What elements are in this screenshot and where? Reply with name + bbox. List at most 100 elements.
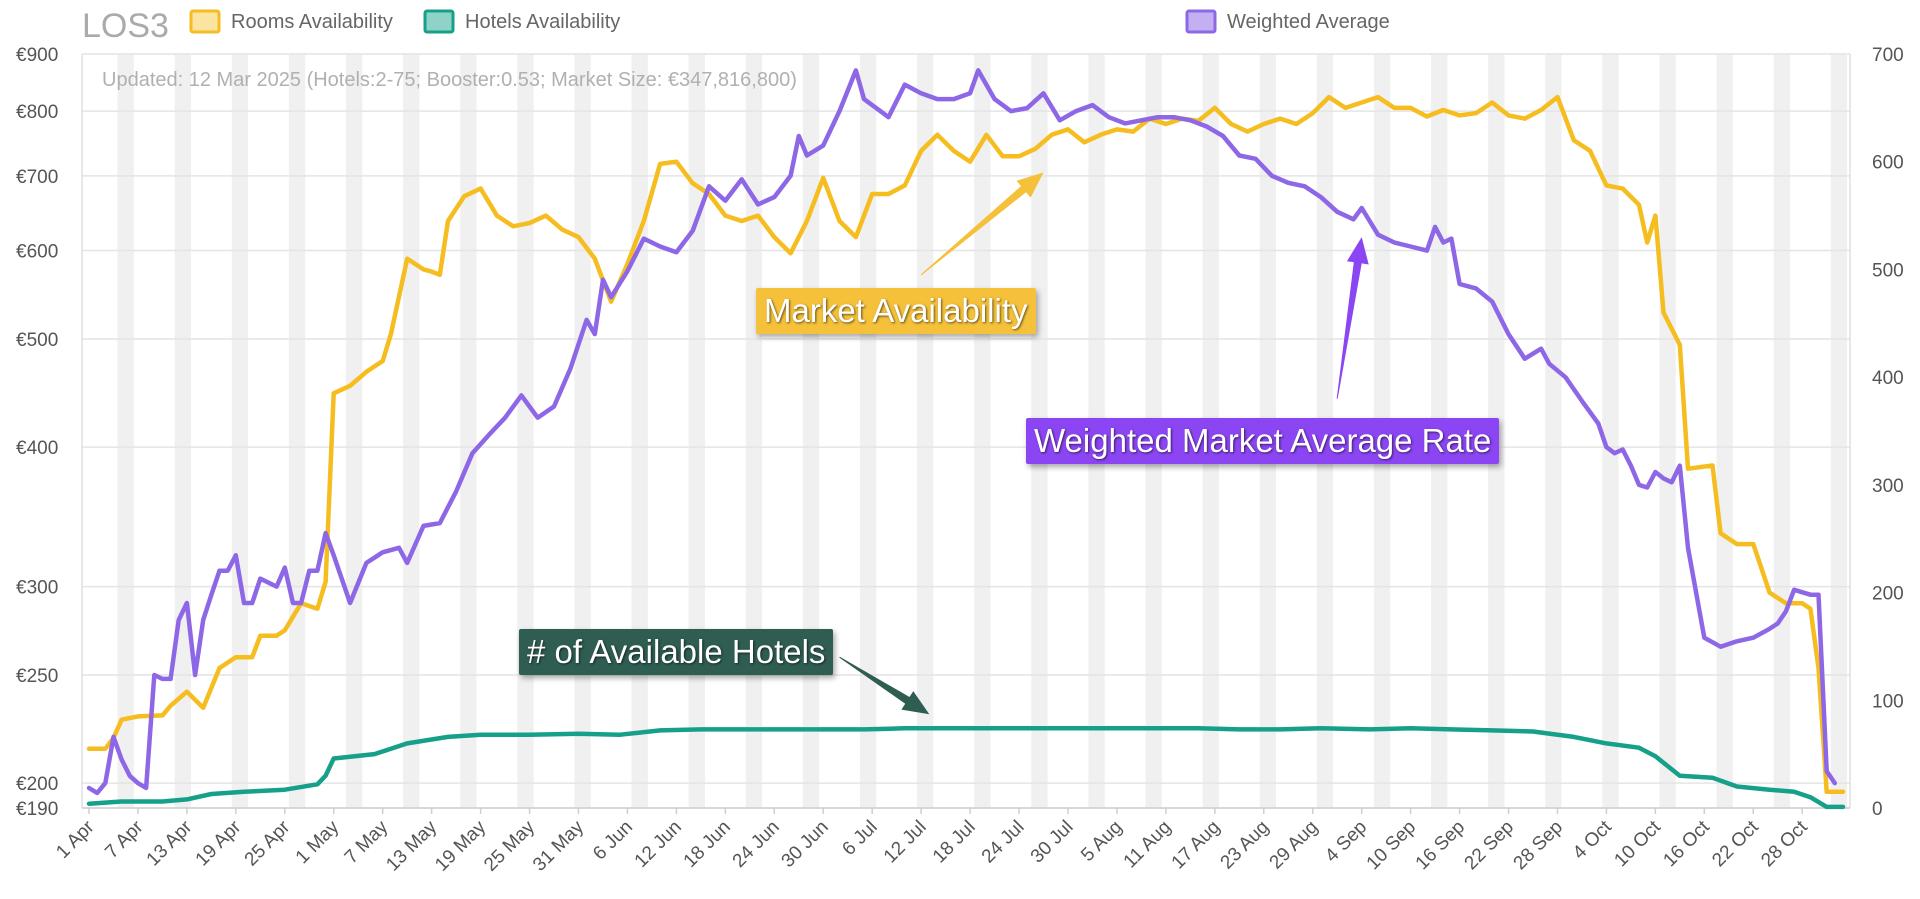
weekend-band: [1602, 54, 1619, 808]
y-right-tick-label: 0: [1872, 799, 1883, 820]
x-tick-label: 10 Oct: [1610, 816, 1665, 871]
x-tick-label: 12 Jun: [631, 817, 686, 872]
weekend-band: [117, 54, 134, 808]
y-right-tick-label: 600: [1872, 153, 1904, 174]
legend: Rooms Availability Hotels Availability W…: [189, 9, 1390, 34]
y-left-tick-label: €500: [16, 330, 58, 351]
x-tick-label: 11 Aug: [1120, 817, 1176, 873]
y-left-tick-label: €250: [16, 666, 58, 687]
x-tick-label: 18 Jun: [680, 817, 735, 872]
legend-label-rooms: Rooms Availability: [231, 11, 393, 33]
weekend-band: [345, 54, 363, 808]
x-tick-label: 6 Jul: [838, 817, 881, 860]
x-tick-label: 31 May: [529, 816, 588, 875]
legend-swatch-weighted: [1185, 9, 1217, 34]
legend-label-hotels: Hotels Availability: [465, 11, 620, 33]
y-left-tick-label: €700: [16, 167, 58, 188]
grid-lines: [81, 53, 1851, 809]
y-right-tick-label: 700: [1872, 45, 1904, 66]
x-tick-label: 16 Oct: [1659, 816, 1714, 871]
chart-title: LOS3: [82, 7, 169, 45]
annotation-arrow: [839, 656, 930, 715]
legend-swatch-hotels: [423, 9, 455, 34]
weekend-band: [1659, 54, 1676, 808]
weekend-band: [1716, 54, 1733, 808]
weekend-band: [1773, 54, 1790, 808]
y-left-tick-label: €200: [16, 774, 58, 795]
weekend-band: [231, 54, 249, 808]
x-tick-label: 25 Apr: [241, 816, 295, 870]
x-tick-label: 13 Apr: [143, 816, 197, 870]
x-tick-label: 28 Oct: [1757, 816, 1812, 871]
weekend-band: [403, 54, 420, 808]
weekend-band: [802, 54, 820, 808]
weekend-band: [917, 54, 934, 808]
y-left-tick-label: €300: [16, 578, 58, 599]
x-tick-label: 12 Jul: [880, 817, 931, 868]
x-tick-label: 29 Aug: [1266, 817, 1323, 874]
y-right-tick-label: 300: [1872, 476, 1904, 497]
y-right-tick-label: 200: [1872, 584, 1904, 605]
annotation-weighted-market-average-rate: Weighted Market Average Rate: [1026, 418, 1500, 464]
y-left-tick-label: €400: [16, 438, 58, 459]
weekend-band: [688, 54, 705, 808]
chart-subtitle: Updated: 12 Mar 2025 (Hotels:2-75; Boost…: [102, 69, 797, 91]
x-tick-label: 28 Sep: [1510, 817, 1567, 874]
x-tick-label: 16 Sep: [1412, 817, 1469, 874]
x-tick-label: 23 Aug: [1217, 817, 1274, 874]
x-tick-label: 7 Apr: [101, 816, 148, 863]
weekend-band: [460, 54, 477, 808]
annotation-market-availability: Market Availability: [756, 288, 1036, 334]
y-right-tick-label: 100: [1872, 691, 1904, 712]
y-left-tick-label: €190: [16, 799, 58, 820]
weekend-band: [745, 54, 763, 808]
legend-item-hotels-availability[interactable]: Hotels Availability: [423, 9, 620, 34]
x-tick-label: 25 May: [480, 816, 539, 875]
series-line-rooms-availability: [86, 94, 1846, 795]
weekend-band: [631, 54, 648, 808]
legend-label-weighted: Weighted Average: [1227, 11, 1390, 33]
weekend-band: [974, 54, 991, 808]
x-tick-label: 24 Jun: [729, 817, 784, 872]
x-tick-label: 13 May: [382, 816, 441, 875]
y-axis-right: 700 600 500 400 300 200 100 0: [1872, 45, 1904, 820]
weekend-band: [574, 54, 591, 808]
y-left-tick-label: €600: [16, 242, 58, 263]
series-line-weighted-average: [86, 68, 1838, 796]
series-lines: [86, 68, 1846, 810]
x-tick-label: 1 May: [292, 816, 344, 868]
x-tick-label: 24 Jul: [978, 817, 1029, 868]
x-tick-label: 30 Jul: [1027, 817, 1078, 868]
x-tick-label: 5 Aug: [1077, 817, 1126, 866]
x-tick-label: 10 Sep: [1363, 817, 1420, 874]
x-tick-label: 22 Oct: [1708, 816, 1763, 871]
x-tick-label: 22 Sep: [1461, 817, 1518, 874]
x-tick-label: 1 Apr: [52, 816, 99, 863]
legend-item-weighted-average[interactable]: Weighted Average: [1185, 9, 1390, 34]
weekend-bands: [117, 54, 1848, 808]
y-right-tick-label: 500: [1872, 260, 1904, 281]
y-axis-left: €900 €800 €700 €600 €500 €400 €300 €250 €200 €190: [16, 45, 58, 820]
series-line-hotels-availability: [86, 726, 1846, 810]
y-right-tick-label: 400: [1872, 368, 1904, 389]
weekend-band: [859, 54, 877, 808]
legend-item-rooms-availability[interactable]: Rooms Availability: [189, 9, 393, 34]
weekend-band: [1830, 54, 1848, 808]
x-tick-label: 30 Jun: [778, 817, 833, 872]
annotation-arrows: [839, 172, 1369, 715]
x-tick-label: 19 May: [431, 816, 490, 875]
annotation-available-hotels: # of Available Hotels: [519, 629, 834, 675]
x-tick-label: 19 Apr: [192, 816, 246, 870]
y-left-tick-label: €900: [16, 45, 58, 66]
legend-swatch-rooms: [189, 9, 221, 34]
weekend-band: [1545, 54, 1562, 808]
annotation-arrow: [1336, 237, 1369, 399]
y-left-tick-label: €800: [16, 102, 58, 123]
x-tick-label: 18 Jul: [929, 817, 980, 868]
annotation-arrow: [920, 172, 1044, 276]
weekend-band: [517, 54, 534, 808]
x-tick-label: 17 Aug: [1168, 817, 1225, 874]
weekend-band: [288, 54, 306, 808]
